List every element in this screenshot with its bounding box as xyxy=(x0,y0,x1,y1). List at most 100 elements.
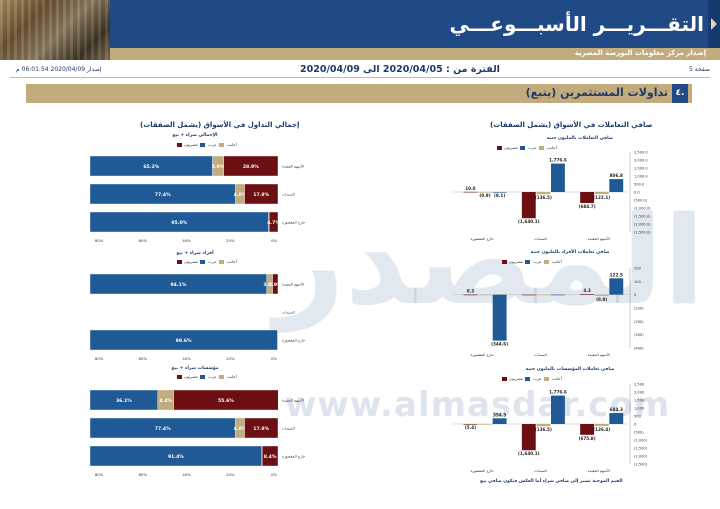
data-label: 1,776.6 xyxy=(549,158,567,163)
bar xyxy=(609,179,624,192)
watermark-url: www.almasdar.com xyxy=(285,385,671,425)
tick-label: (1,000) xyxy=(634,439,648,443)
category-label: خارج المقصورة xyxy=(282,455,305,459)
tick-label: (1,500) xyxy=(634,447,648,451)
tick-label: 40% xyxy=(182,472,191,477)
data-label: 806.8 xyxy=(610,173,623,178)
bar-segment xyxy=(262,445,279,467)
report-header: التقـــريـــر الأسبـــوعـــي إصدار مركز … xyxy=(0,0,720,60)
right-panel-title: صافي التعاملات في الأسواق (يشمل الصفقات) xyxy=(490,121,653,129)
data-label: (126.4) xyxy=(593,427,610,432)
category-label: خارج المقصورة xyxy=(282,221,305,225)
bar-segment xyxy=(173,389,279,411)
report-title: التقـــريـــر الأسبـــوعـــي xyxy=(449,12,704,36)
data-label: (344.6) xyxy=(491,342,508,347)
tick-label: 0 xyxy=(634,293,637,297)
tick-label: (2,500) xyxy=(634,463,648,467)
segment-label: 55.6% xyxy=(218,398,234,404)
segment-label: 36.1% xyxy=(116,398,132,404)
bar-segment xyxy=(244,183,279,205)
data-label: (122.1) xyxy=(593,195,610,200)
report-period: الفترة من : 2020/04/05 الى 2020/04/09 xyxy=(300,64,500,75)
segment-label: 4.8% xyxy=(234,192,247,198)
net-trading-chart: (2,500.0) (2,000.0) (1,500.0) (1,000.0) (500… xyxy=(453,151,651,241)
data-label: (8.9) xyxy=(596,297,607,302)
data-label: (9.1) xyxy=(494,193,505,198)
chart-title: صافي التعاملات بالمليون جنيه xyxy=(546,136,614,141)
tick-label: (400) xyxy=(634,347,644,351)
bar xyxy=(536,192,551,195)
header-sub-band xyxy=(110,48,720,60)
bar xyxy=(536,424,551,427)
legend-swatch xyxy=(538,146,544,150)
bar xyxy=(492,418,507,424)
category-label: الأسهم المقيدة xyxy=(282,398,304,403)
data-label: 684.3 xyxy=(610,407,623,412)
category-label: خارج المقصورة xyxy=(282,339,305,343)
tick-label: (100) xyxy=(634,307,644,311)
bar xyxy=(478,192,492,193)
chart-legend: أجانب عرب مصريون xyxy=(500,376,562,381)
data-label: (1,640.1) xyxy=(518,219,540,224)
segment-label: 17.8% xyxy=(253,426,269,432)
data-label: (675.8) xyxy=(579,436,596,441)
tick-label: 60% xyxy=(139,472,148,477)
tick-label: (500) xyxy=(634,431,644,435)
bar-segment xyxy=(244,417,279,439)
segment-label: 8.4% xyxy=(264,454,277,460)
tick-label: (300) xyxy=(634,333,644,337)
tick-label: 60% xyxy=(139,356,148,361)
data-label: 354.5 xyxy=(493,412,506,417)
legend-swatch xyxy=(519,146,525,150)
data-label: (684.7) xyxy=(579,204,596,209)
segment-label: 91.4% xyxy=(168,454,184,460)
tick-label: 0% xyxy=(271,472,277,477)
report-subtitle: إصدار مركز معلومات البورصة المصرية xyxy=(574,49,706,57)
data-label: (5.4) xyxy=(465,425,476,430)
header-band: التقـــريـــر الأسبـــوعـــي xyxy=(110,0,720,48)
chart-title: أفراد شراء + بيع xyxy=(176,251,214,256)
tick-label: (2,000) xyxy=(634,455,648,459)
tick-label: 0% xyxy=(271,238,277,243)
category-label: السندات xyxy=(282,193,295,197)
category-label: السندات xyxy=(534,469,547,473)
tick-label: (1,000.0) xyxy=(634,207,651,211)
tick-label: 1,000.0 xyxy=(634,175,648,179)
legend-swatch xyxy=(497,146,502,150)
tick-label: 1,500.0 xyxy=(634,167,648,171)
tick-label: 2,500 xyxy=(634,383,645,387)
category-label: الأسهم المقيدة xyxy=(588,352,610,357)
chart-title: صافي تعاملات المؤسسات بالمليون جنيه xyxy=(525,367,615,372)
bar xyxy=(478,424,492,425)
bar xyxy=(463,191,478,193)
section-number: ٤. xyxy=(672,84,688,103)
tick-label: 0 xyxy=(634,423,637,427)
category-label: خارج المقصورة xyxy=(471,469,494,473)
bar-segment xyxy=(277,329,279,351)
bar xyxy=(521,294,536,296)
tick-label: 60% xyxy=(139,238,148,243)
bar xyxy=(580,192,595,203)
tick-label: 500.0 xyxy=(634,183,645,187)
header-chevron-icon xyxy=(708,0,720,48)
category-label: الأسهم المقيدة xyxy=(282,282,304,287)
segment-label: 3.0% xyxy=(263,282,276,288)
bar-segment xyxy=(272,273,279,295)
category-label: الأسهم المقيدة xyxy=(588,236,610,241)
segment-label: 77.4% xyxy=(155,192,171,198)
bar xyxy=(521,424,536,451)
bar xyxy=(609,278,624,295)
chart-title: مؤسسات شراء + بيع xyxy=(171,366,219,371)
segment-label: 5.9% xyxy=(212,164,225,170)
tick-label: (500.0) xyxy=(634,199,648,203)
chart-footnote: القيم الموجبة تشير إلى صافي شراء أما الع… xyxy=(480,479,623,484)
net-institutions-chart: (2,500) (2,000) (1,500) (1,000) (500) 0 500 1,0… xyxy=(453,383,648,473)
chart-legend: أجانب عرب مصريون xyxy=(175,259,237,264)
bar xyxy=(594,192,609,194)
tick-label: (200) xyxy=(634,320,644,324)
segment-label: 2.9% xyxy=(269,282,282,288)
tick-label: 2,000 xyxy=(634,391,645,395)
category-label: خارج المقصورة xyxy=(471,353,494,357)
bar xyxy=(594,424,609,427)
category-label: خارج المقصورة xyxy=(471,237,494,241)
